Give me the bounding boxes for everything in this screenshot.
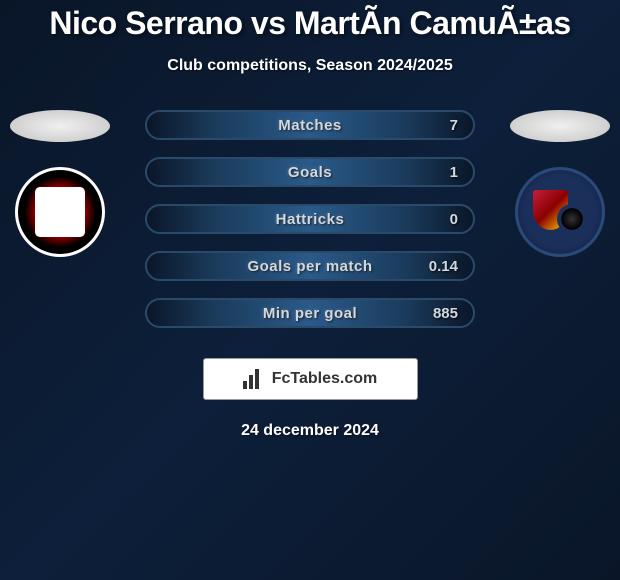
stat-row-goals: Goals 1 — [145, 157, 475, 187]
player-left-side — [10, 110, 110, 257]
stat-label: Goals — [288, 164, 332, 181]
stat-label: Matches — [278, 117, 342, 134]
stat-value-right: 7 — [450, 117, 458, 134]
stat-row-goals-per-match: Goals per match 0.14 — [145, 251, 475, 281]
club-badge-right — [515, 167, 605, 257]
date-text: 24 december 2024 — [241, 422, 379, 440]
page-subtitle: Club competitions, Season 2024/2025 — [167, 57, 452, 75]
stats-column: Matches 7 Goals 1 Hattricks 0 Goals per … — [140, 110, 480, 328]
content-area: Matches 7 Goals 1 Hattricks 0 Goals per … — [0, 110, 620, 328]
club-badge-left — [15, 167, 105, 257]
player-right-photo — [510, 110, 610, 142]
player-left-photo — [10, 110, 110, 142]
site-name: FcTables.com — [272, 370, 378, 388]
chart-icon — [243, 369, 267, 389]
stat-value-right: 1 — [450, 164, 458, 181]
page-title: Nico Serrano vs MartÃ­n CamuÃ±as — [49, 5, 570, 42]
stat-label: Min per goal — [263, 305, 357, 322]
stat-value-right: 0.14 — [429, 258, 458, 275]
stat-row-matches: Matches 7 — [145, 110, 475, 140]
stat-label: Goals per match — [247, 258, 372, 275]
branding-logo[interactable]: FcTables.com — [203, 358, 418, 400]
main-container: Nico Serrano vs MartÃ­n CamuÃ±as Club co… — [0, 0, 620, 580]
stat-row-hattricks: Hattricks 0 — [145, 204, 475, 234]
stat-value-right: 0 — [450, 211, 458, 228]
stat-label: Hattricks — [276, 211, 345, 228]
stat-value-right: 885 — [433, 305, 458, 322]
stat-row-min-per-goal: Min per goal 885 — [145, 298, 475, 328]
player-right-side — [510, 110, 610, 257]
